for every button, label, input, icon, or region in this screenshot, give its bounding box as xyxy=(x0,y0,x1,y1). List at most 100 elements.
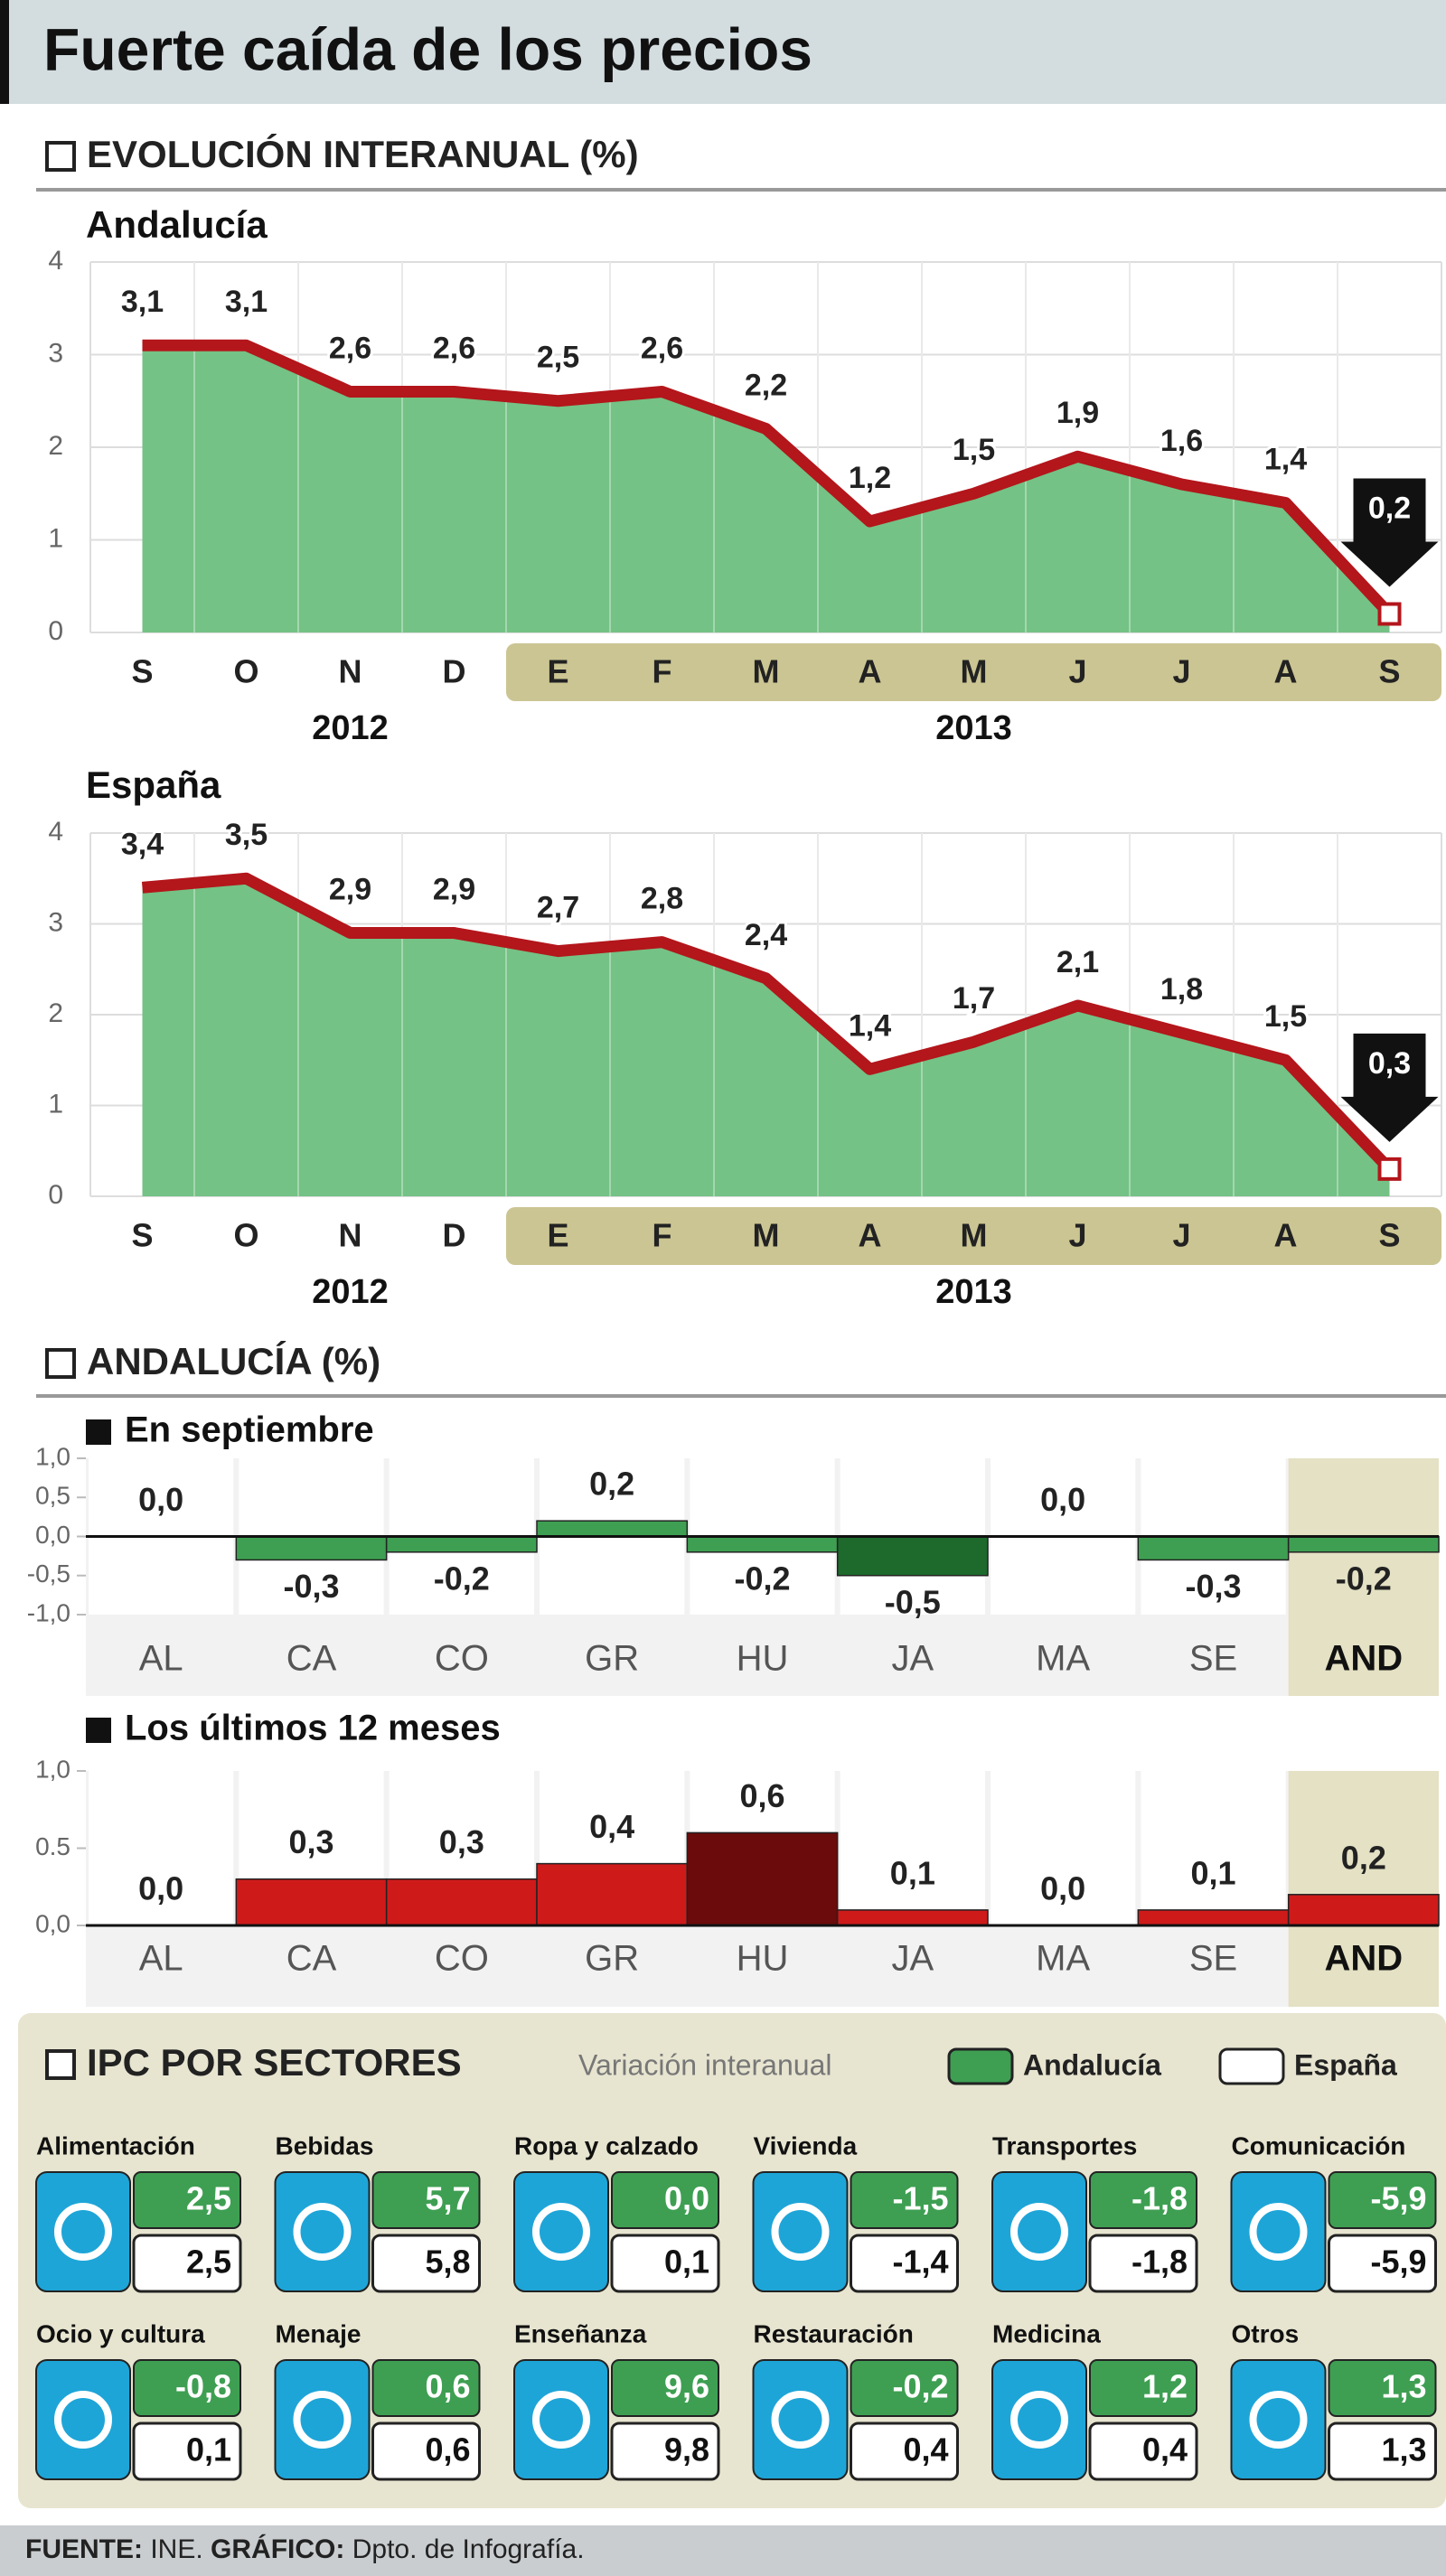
y-tick-label: 0,0 xyxy=(35,1521,70,1549)
value-label: -0,2 xyxy=(434,1560,490,1597)
sector-icon-glyph xyxy=(1010,2203,1068,2261)
legend-label: España xyxy=(1294,2048,1397,2081)
x-tick-label: S xyxy=(131,1217,153,1254)
sector-value-box xyxy=(371,2171,481,2229)
footer-label: FUENTE: xyxy=(25,2534,143,2564)
x-tick-label: A xyxy=(859,653,882,690)
value-label: 1,5 xyxy=(953,433,995,467)
sector-name: Bebidas xyxy=(276,2131,374,2159)
highlight-column xyxy=(1288,1458,1439,1696)
value-label: 2,8 xyxy=(641,882,683,916)
y-tick-label: -1,0 xyxy=(27,1598,70,1626)
area xyxy=(142,878,1390,1196)
sector-name: Comunicación xyxy=(1232,2131,1406,2159)
sector-value-box xyxy=(371,2421,481,2481)
sector-value: 0,0 xyxy=(664,2180,709,2217)
sector-value: -0,8 xyxy=(175,2368,231,2405)
x-tick-label: MA xyxy=(1036,1639,1090,1679)
value-label: -0,2 xyxy=(1336,1560,1392,1597)
sector-icon xyxy=(991,2171,1087,2292)
sector-icon xyxy=(274,2359,371,2480)
value-label: 0,1 xyxy=(1190,1854,1235,1891)
y-tick-label: 1,0 xyxy=(35,1755,70,1783)
section-box xyxy=(45,1348,76,1379)
sector-value-box xyxy=(132,2421,242,2481)
value-label: 0,2 xyxy=(1368,491,1411,525)
y-tick-label: 4 xyxy=(48,817,63,847)
value-label: 0,0 xyxy=(1040,1481,1085,1518)
x-tick-label: M xyxy=(753,1217,780,1254)
value-label: 0,2 xyxy=(1341,1839,1386,1876)
sector-icon-glyph xyxy=(771,2391,830,2449)
x-tick-label: CO xyxy=(435,1939,489,1979)
sector-icon xyxy=(513,2359,609,2480)
value-label: 2,2 xyxy=(745,368,787,402)
sector-value: 0,4 xyxy=(1142,2431,1188,2468)
sector-value: -1,5 xyxy=(892,2180,948,2217)
sector-icon xyxy=(274,2171,371,2292)
legend-label: Andalucía xyxy=(1023,2048,1161,2081)
legend-swatch xyxy=(1218,2047,1285,2085)
x-tick-label: SE xyxy=(1189,1639,1237,1679)
line xyxy=(142,339,1394,618)
sector-icon xyxy=(35,2359,131,2480)
sector-value: -5,9 xyxy=(1370,2180,1426,2217)
x-tick-label: AND xyxy=(1324,1939,1403,1979)
x-tick-label: J xyxy=(1172,1217,1190,1254)
x-tick-label: N xyxy=(339,653,362,690)
x-tick-label: AND xyxy=(1324,1639,1403,1679)
value-label: 2,9 xyxy=(433,873,475,907)
sector-icon-glyph xyxy=(54,2203,112,2261)
value-label: -0,3 xyxy=(1185,1568,1241,1605)
sector-value-box xyxy=(850,2421,959,2481)
sector-value-box xyxy=(132,2234,242,2293)
x-tick-label: N xyxy=(339,1217,362,1254)
y-tick-label: 0,5 xyxy=(35,1482,70,1510)
sector-icon-glyph xyxy=(54,2391,112,2449)
sector-title: IPC POR SECTORES xyxy=(87,2041,462,2084)
area xyxy=(142,345,1390,632)
sector-name: Medicina xyxy=(992,2319,1101,2347)
sector-value-box xyxy=(850,2171,959,2229)
sector-value-box xyxy=(1089,2171,1197,2229)
sector-value: -1,8 xyxy=(1131,2180,1188,2217)
value-label: 3,5 xyxy=(225,818,268,852)
sector-name: Vivienda xyxy=(754,2131,858,2159)
sector-value-box xyxy=(850,2234,959,2293)
section-box xyxy=(45,2049,76,2080)
x-tick-label: M xyxy=(753,653,780,690)
x-tick-label: M xyxy=(961,653,988,690)
value-label: 3,4 xyxy=(121,827,164,861)
x-tick-label: J xyxy=(1068,1217,1086,1254)
section-title: ANDALUCÍA (%) xyxy=(87,1340,380,1382)
sector-name: Otros xyxy=(1232,2319,1300,2347)
sector-icon-glyph xyxy=(532,2203,590,2261)
sector-value: 2,5 xyxy=(186,2243,231,2281)
column xyxy=(840,1771,985,1925)
chart-marker xyxy=(86,1718,111,1743)
bar xyxy=(385,1878,538,1926)
footer: FUENTE: INE. GRÁFICO: Dpto. de Infografí… xyxy=(25,2534,585,2564)
highlight-column xyxy=(1288,1771,1439,2007)
bar xyxy=(1137,1909,1290,1926)
x-tick-label: GR xyxy=(585,1639,639,1679)
bar xyxy=(836,1535,989,1577)
sector-name: Restauración xyxy=(754,2319,914,2347)
value-label: 1,9 xyxy=(1056,396,1099,430)
x-tick-label: E xyxy=(547,1217,568,1254)
sector-value-box xyxy=(133,2359,241,2417)
bar xyxy=(385,1535,538,1553)
value-label: 2,9 xyxy=(329,873,371,907)
value-label: 0,3 xyxy=(439,1823,484,1860)
sector-name: Menaje xyxy=(276,2319,362,2347)
sector-value: 0,1 xyxy=(186,2431,231,2468)
x-tick-label: AL xyxy=(139,1939,183,1979)
chart-title: En septiembre xyxy=(125,1410,374,1450)
x-tick-label: D xyxy=(443,653,466,690)
chart-title: España xyxy=(86,763,221,806)
bar xyxy=(1287,1535,1440,1553)
value-label: 1,8 xyxy=(1160,972,1203,1007)
sector-icon-glyph xyxy=(1249,2391,1308,2449)
x-tick-label: O xyxy=(233,653,258,690)
